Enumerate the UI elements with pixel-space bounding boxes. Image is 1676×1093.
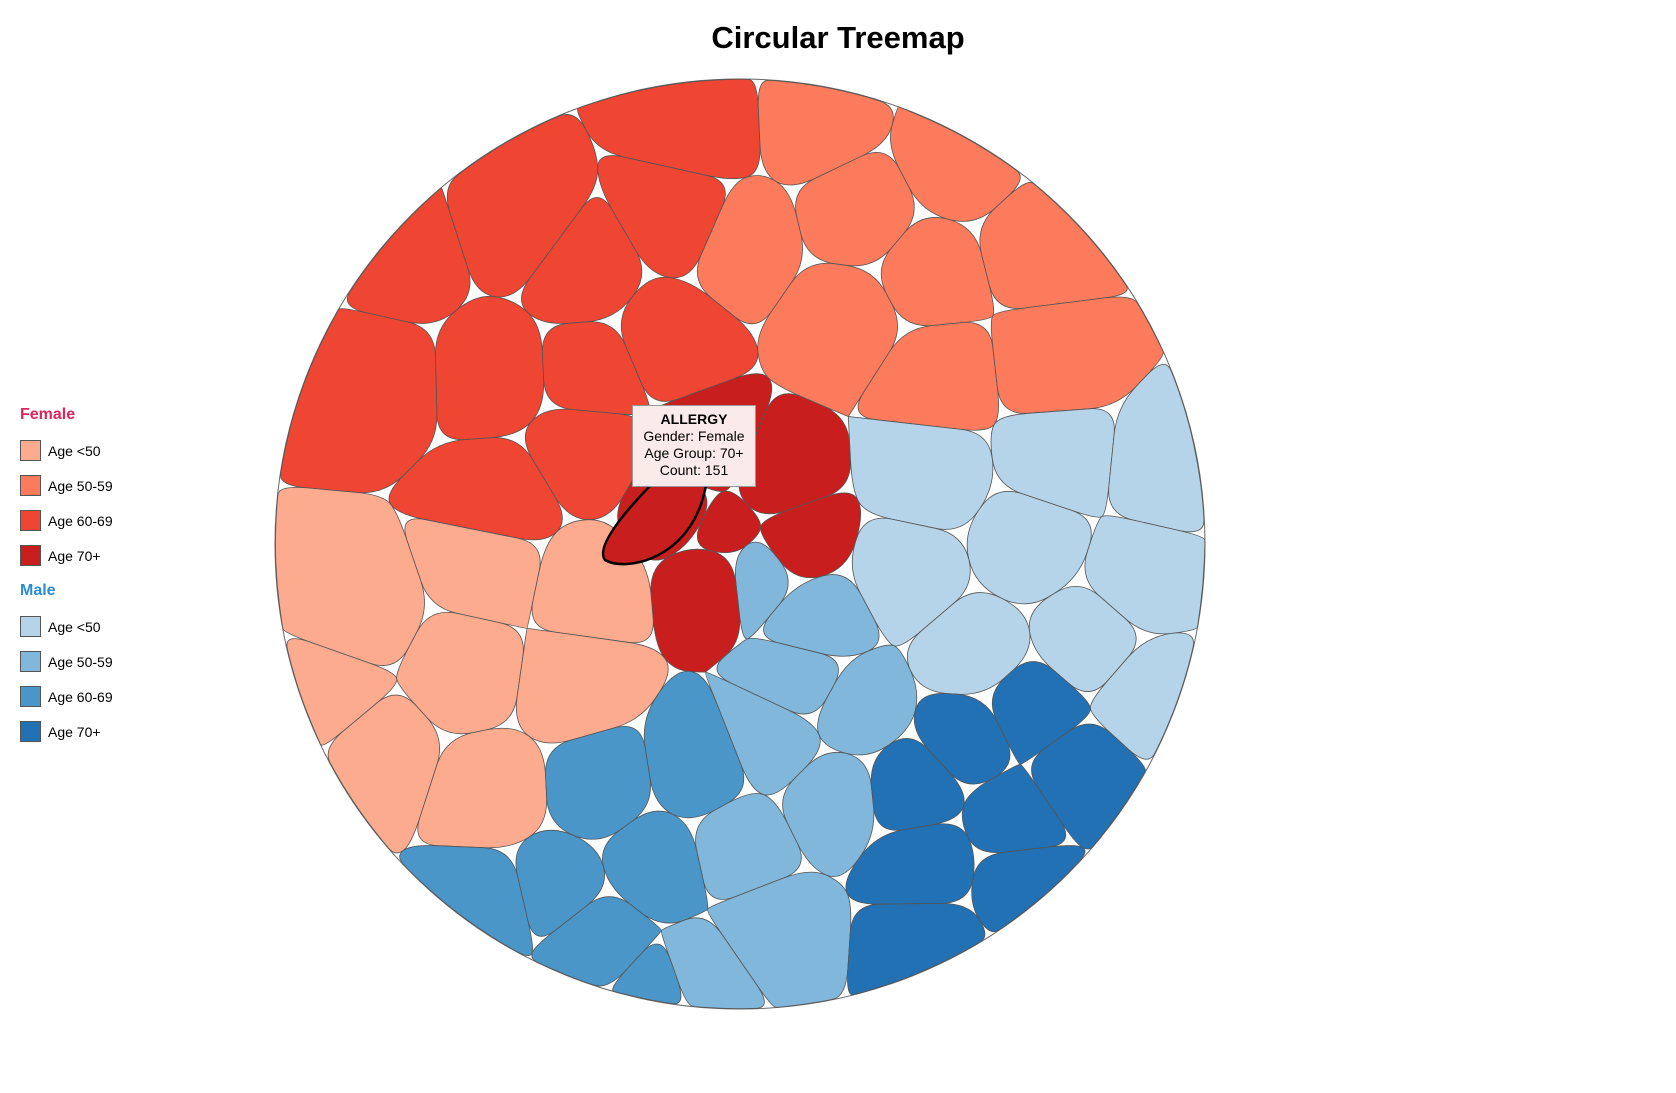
treemap-cell[interactable] — [890, 106, 1021, 222]
treemap-cell[interactable] — [531, 896, 662, 987]
treemap-cell[interactable] — [275, 486, 425, 666]
treemap-cell[interactable] — [434, 295, 545, 440]
legend-female: Female Age <50 Age 50-59 Age 60-69 Age 7… — [20, 406, 113, 573]
treemap-cell[interactable] — [971, 845, 1086, 933]
legend-item[interactable]: Age 50-59 — [20, 468, 113, 503]
tooltip-title: ALLERGY — [660, 411, 728, 427]
legend-swatch — [20, 651, 41, 672]
legend-label: Age <50 — [48, 442, 101, 459]
treemap-cell[interactable] — [763, 574, 880, 657]
treemap-cell[interactable] — [399, 845, 533, 957]
treemap-cell[interactable] — [757, 262, 898, 417]
treemap-cell[interactable] — [650, 548, 741, 673]
legend-label: Age <50 — [48, 618, 101, 635]
treemap-cell[interactable] — [612, 943, 682, 1005]
legend-swatch — [20, 545, 41, 566]
legend-item[interactable]: Age 70+ — [20, 714, 113, 749]
treemap-cell[interactable] — [817, 644, 918, 756]
treemap-cell[interactable] — [577, 78, 761, 180]
chart-title: Circular Treemap — [711, 20, 965, 55]
legend-swatch — [20, 686, 41, 707]
treemap-cell[interactable] — [545, 726, 651, 840]
treemap-cell[interactable] — [404, 518, 541, 629]
legend-item[interactable]: Age <50 — [20, 609, 113, 644]
treemap-cell[interactable] — [913, 693, 1011, 785]
treemap-cell[interactable] — [1031, 723, 1146, 850]
legend-item[interactable]: Age 60-69 — [20, 503, 113, 538]
legend-title-male: Male — [20, 582, 56, 599]
legend-label: Age 70+ — [48, 547, 101, 564]
treemap-cell[interactable] — [1089, 632, 1194, 760]
legend-title-female: Female — [20, 406, 76, 423]
treemap-cell[interactable] — [286, 638, 398, 746]
treemap-cell[interactable] — [280, 308, 438, 494]
treemap-cell[interactable] — [979, 182, 1128, 309]
treemap-cell[interactable] — [446, 114, 599, 298]
legend-item[interactable]: Age 60-69 — [20, 679, 113, 714]
treemap-cell[interactable] — [597, 155, 726, 279]
treemap-cell[interactable] — [515, 829, 605, 937]
legend-male: Male Age <50 Age 50-59 Age 60-69 Age 70+ — [20, 582, 113, 749]
treemap-cell[interactable] — [757, 79, 894, 186]
treemap-cell[interactable] — [346, 187, 471, 324]
tooltip-count: Count: 151 — [659, 462, 729, 478]
legend-label: Age 50-59 — [48, 653, 113, 670]
treemap-cells — [274, 78, 1206, 1010]
legend-item[interactable]: Age 50-59 — [20, 644, 113, 679]
legend-swatch — [20, 510, 41, 531]
tooltip-gender: Gender: Female — [643, 428, 745, 444]
legend-label: Age 70+ — [48, 723, 101, 740]
treemap-cell[interactable] — [327, 694, 440, 854]
legend-label: Age 60-69 — [48, 512, 113, 529]
legend-swatch — [20, 721, 41, 742]
treemap-cell[interactable] — [857, 322, 999, 431]
treemap-cell[interactable] — [847, 902, 986, 996]
treemap-cell[interactable] — [1108, 364, 1205, 533]
tooltip-age-group: Age Group: 70+ — [644, 445, 744, 461]
legend-swatch — [20, 475, 41, 496]
treemap-cell[interactable] — [1084, 515, 1206, 635]
legend-label: Age 60-69 — [48, 688, 113, 705]
treemap-cell[interactable] — [707, 871, 852, 1008]
treemap-cell[interactable] — [696, 490, 762, 553]
legend-swatch — [20, 440, 41, 461]
treemap-cell[interactable] — [716, 637, 839, 715]
legend-swatch — [20, 616, 41, 637]
legend-item[interactable]: Age <50 — [20, 433, 113, 468]
legend-item[interactable]: Age 70+ — [20, 538, 113, 573]
treemap-cell[interactable] — [870, 738, 965, 831]
treemap-cell[interactable] — [660, 917, 765, 1010]
tooltip: ALLERGY Gender: Female Age Group: 70+ Co… — [632, 405, 756, 487]
legend-label: Age 50-59 — [48, 477, 113, 494]
